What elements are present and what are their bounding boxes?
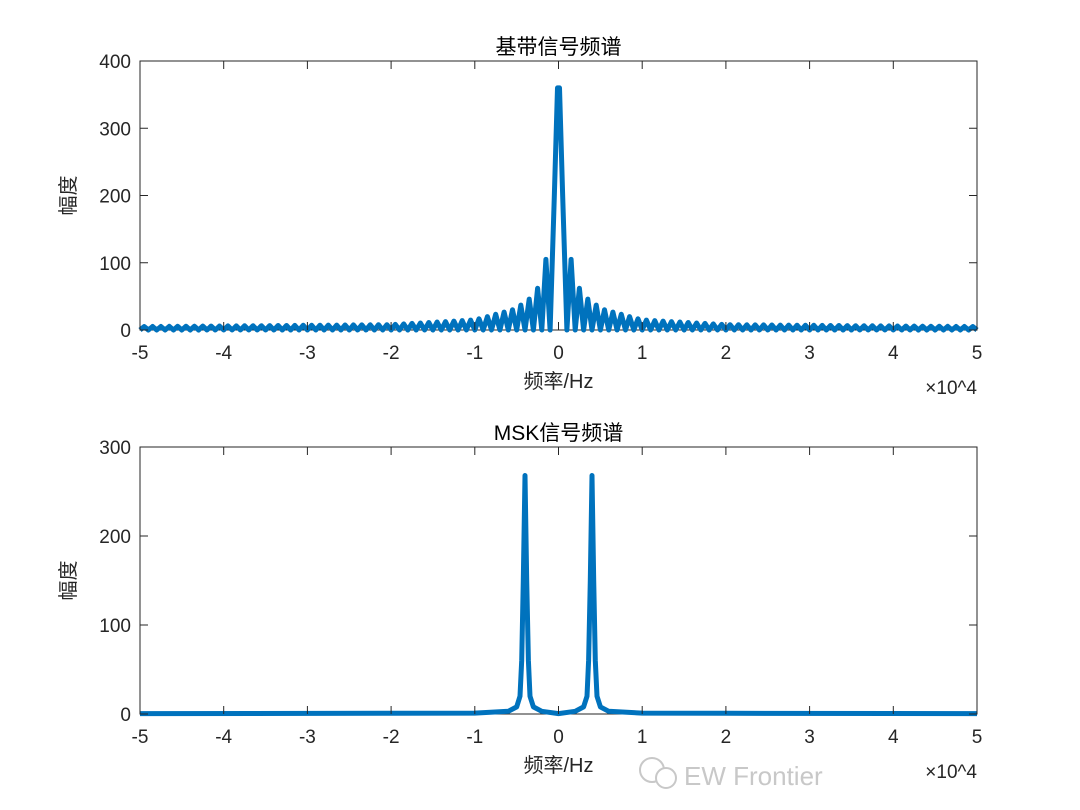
x-tick-label: -5	[132, 343, 149, 364]
x-tick-label: 5	[972, 727, 983, 748]
x-tick-label: -2	[383, 727, 400, 748]
x-tick-label: 2	[721, 727, 732, 748]
y-tick-label: 300	[99, 438, 131, 459]
x-tick-label: 3	[804, 343, 815, 364]
x-exponent-label: ×10^4	[925, 762, 977, 783]
watermark: EW Frontier	[639, 757, 823, 791]
watermark-text: EW Frontier	[684, 761, 823, 791]
x-tick-label: -3	[299, 343, 316, 364]
y-axis-label: 幅度	[57, 561, 80, 601]
x-tick-label: -3	[299, 727, 316, 748]
x-tick-label: 1	[637, 343, 648, 364]
x-tick-label: 0	[553, 727, 564, 748]
x-tick-label: 2	[721, 343, 732, 364]
y-tick-label: 0	[120, 705, 131, 726]
x-tick-label: 3	[804, 727, 815, 748]
x-tick-label: 4	[888, 343, 899, 364]
x-tick-label: -4	[215, 727, 232, 748]
spectrum-line	[138, 85, 979, 333]
y-axis-label: 幅度	[57, 176, 80, 216]
x-tick-label: -4	[215, 343, 232, 364]
y-tick-label: 400	[99, 52, 131, 73]
y-tick-label: 200	[99, 527, 131, 548]
x-tick-label: -2	[383, 343, 400, 364]
chart-title: MSK信号频谱	[494, 422, 624, 445]
axes-box	[139, 446, 978, 715]
subplot-1: -5 -4 -3 -2 -1 0 1 2 3 4 5 0 100 200 300 400 基带信号频谱频率/Hz…	[57, 36, 982, 399]
x-tick-label: 0	[553, 343, 564, 364]
x-tick-label: 4	[888, 727, 899, 748]
x-tick-label: -1	[466, 727, 483, 748]
x-axis-label: 频率/Hz	[524, 370, 594, 393]
y-tick-label: 200	[99, 187, 131, 208]
y-tick-label: 100	[99, 254, 131, 275]
wechat-icon-bubble	[655, 767, 677, 789]
x-tick-label: 5	[972, 343, 983, 364]
x-tick-label: -5	[132, 727, 149, 748]
y-tick-label: 100	[99, 616, 131, 637]
y-tick-label: 300	[99, 119, 131, 140]
x-exponent-label: ×10^4	[925, 378, 977, 399]
x-tick-label: -1	[466, 343, 483, 364]
chart-title: 基带信号频谱	[496, 36, 622, 59]
x-tick-label: 1	[637, 727, 648, 748]
y-tick-label: 0	[120, 321, 131, 342]
x-axis-label: 频率/Hz	[524, 754, 594, 777]
